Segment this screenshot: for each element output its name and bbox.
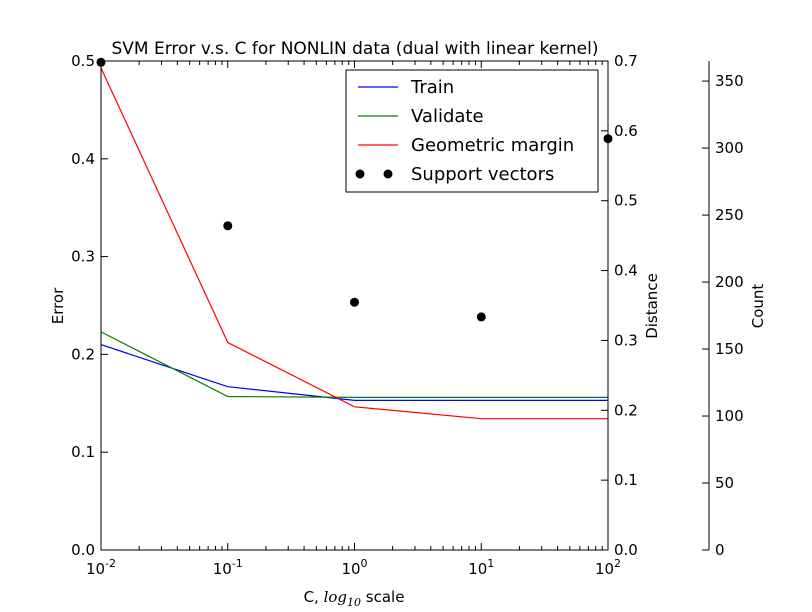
y-count-tick-label: 250 <box>715 206 744 224</box>
y-left-tick-label: 0.4 <box>71 150 95 168</box>
support-vector-point <box>476 312 486 322</box>
series-line-1 <box>100 331 608 398</box>
legend-marker <box>355 169 365 179</box>
y-count-tick-label: 0 <box>715 541 725 559</box>
y-right-tick-label: 0.2 <box>614 401 638 419</box>
y-right-tick-label: 0.7 <box>614 52 638 70</box>
x-axis-label: C, log10 scale <box>304 588 405 609</box>
y-left-label: Error <box>49 287 67 324</box>
y-count-tick-label: 100 <box>715 407 744 425</box>
y-left-tick-label: 0.0 <box>71 541 95 559</box>
series-layer <box>96 57 613 420</box>
y-left-ticks: 0.0 0.1 0.2 0.3 0.4 0.5 <box>71 52 108 559</box>
legend-marker <box>383 169 393 179</box>
count-axis: 0 50 100 150 200 250 300 350 <box>702 61 744 559</box>
series-line-0 <box>100 344 608 401</box>
support-vector-point <box>350 297 359 307</box>
x-tick-label: 102 <box>595 557 621 578</box>
y-count-tick-label: 200 <box>715 273 744 291</box>
y-right-label: Distance <box>643 273 661 339</box>
y-right-tick-label: 0.0 <box>614 541 638 559</box>
y-count-tick-label: 150 <box>715 340 744 358</box>
x-axis-ticks: 10-2 10-1 100 101 102 <box>86 61 621 578</box>
y-left-tick-label: 0.3 <box>71 248 95 266</box>
y-right-tick-label: 0.4 <box>614 262 638 280</box>
series-line-2 <box>100 67 608 420</box>
x-tick-label: 10-1 <box>213 557 243 578</box>
y-left-tick-label: 0.1 <box>71 443 95 461</box>
y-left-tick-label: 0.5 <box>71 52 95 70</box>
legend-label: Train <box>410 77 454 98</box>
legend-label: Support vectors <box>411 164 554 185</box>
y-count-tick-label: 50 <box>715 474 734 492</box>
y-right-tick-label: 0.5 <box>614 192 638 210</box>
legend: Train Validate Geometric margin Support vec… <box>345 69 599 193</box>
legend-label: Validate <box>411 106 484 127</box>
y-right-tick-label: 0.6 <box>614 122 638 140</box>
y-count-label: Count <box>749 284 767 329</box>
y-left-tick-label: 0.2 <box>71 345 95 363</box>
x-tick-label: 101 <box>468 557 494 578</box>
support-vector-point <box>223 221 233 231</box>
y-right-ticks: 0.0 0.1 0.2 0.3 0.4 0.5 0.6 0.7 <box>601 52 638 559</box>
x-tick-label: 100 <box>341 557 367 578</box>
y-count-tick-label: 300 <box>715 139 744 157</box>
chart-title: SVM Error v.s. C for NONLIN data (dual w… <box>112 39 599 59</box>
x-tick-label: 10-2 <box>86 557 116 578</box>
y-right-tick-label: 0.1 <box>614 471 638 489</box>
legend-label: Geometric margin <box>411 135 574 156</box>
y-count-tick-label: 350 <box>715 72 744 90</box>
y-right-tick-label: 0.3 <box>614 331 638 349</box>
